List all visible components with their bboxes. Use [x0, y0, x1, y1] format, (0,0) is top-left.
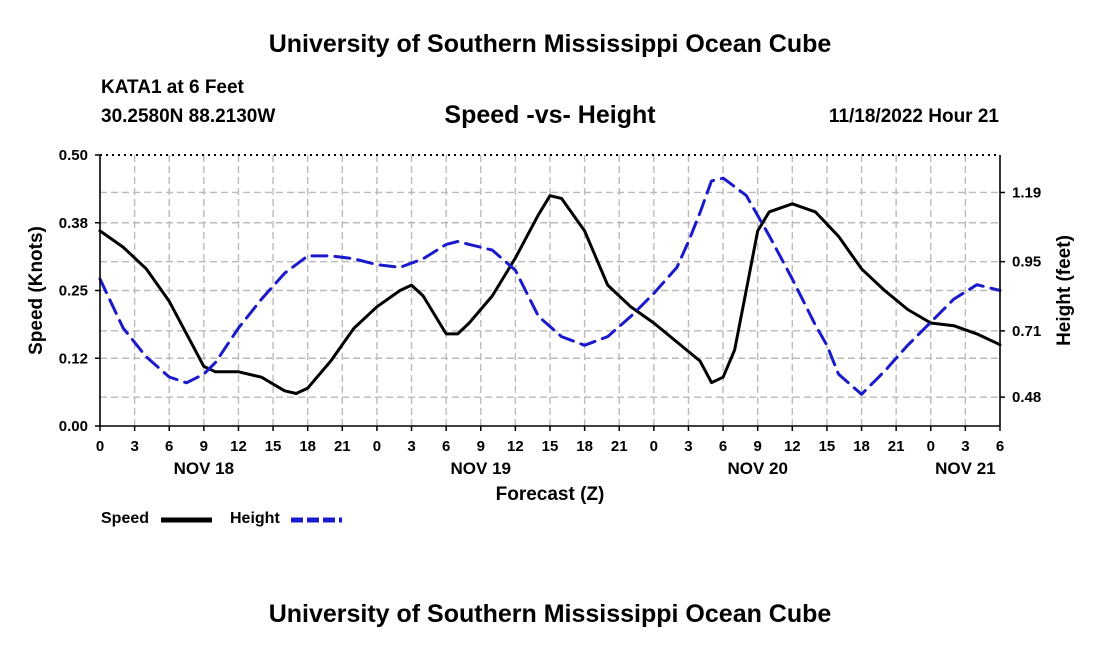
x-date-label: NOV 18: [174, 459, 234, 478]
y-right-tick-label: 0.71: [1012, 323, 1041, 340]
footer-title: University of Southern Mississippi Ocean…: [268, 600, 832, 628]
y-left-tick-label: 0.50: [59, 147, 88, 164]
x-tick-label: 9: [200, 438, 208, 455]
y-left-tick-label: 0.25: [59, 283, 88, 300]
station-label: KATA1 at 6 Feet: [101, 77, 244, 98]
legend-speed-label: Speed: [101, 510, 150, 527]
x-tick-label: 15: [265, 438, 282, 455]
x-tick-label: 18: [299, 438, 316, 455]
y-right-tick-label: 0.48: [1012, 389, 1041, 406]
x-tick-label: 3: [684, 438, 692, 455]
x-date-label: NOV 21: [935, 459, 995, 478]
chart-title: Speed -vs- Height: [444, 101, 656, 129]
x-tick-label: 3: [407, 438, 415, 455]
x-tick-label: 18: [576, 438, 593, 455]
x-tick-label: 21: [334, 438, 351, 455]
coordinates-label: 30.2580N 88.2130W: [101, 106, 276, 127]
y-left-tick-label: 0.00: [59, 418, 88, 435]
x-tick-label: 6: [165, 438, 173, 455]
series-line-height: [98, 176, 1002, 396]
y-right-axis-title: Height (feet): [1054, 235, 1075, 346]
y-left-tick-label: 0.12: [59, 350, 88, 367]
x-tick-label: 18: [853, 438, 870, 455]
series-line-speed: [98, 194, 1002, 395]
grid: [100, 155, 1000, 426]
x-tick-label: 6: [719, 438, 727, 455]
x-tick-label: 9: [477, 438, 485, 455]
x-tick-label: 12: [784, 438, 801, 455]
x-date-label: NOV 20: [727, 459, 787, 478]
x-tick-label: 21: [888, 438, 905, 455]
x-tick-label: 21: [611, 438, 628, 455]
x-tick-label: 0: [96, 438, 104, 455]
x-tick-label: 15: [819, 438, 836, 455]
x-tick-label: 12: [507, 438, 524, 455]
y-left-axis-title: Speed (Knots): [26, 226, 47, 355]
y-right-tick-label: 0.95: [1012, 254, 1041, 271]
x-date-label: NOV 19: [451, 459, 511, 478]
series-layer: [98, 176, 1002, 396]
page-title: University of Southern Mississippi Ocean…: [268, 30, 832, 58]
x-tick-label: 0: [927, 438, 935, 455]
x-tick-label: 3: [130, 438, 138, 455]
x-tick-label: 3: [961, 438, 969, 455]
x-tick-label: 9: [754, 438, 762, 455]
y-left-tick-label: 0.38: [59, 215, 88, 232]
legend-height-label: Height: [230, 510, 280, 527]
forecast-datetime: 11/18/2022 Hour 21: [828, 106, 999, 127]
x-tick-label: 0: [373, 438, 381, 455]
x-tick-label: 0: [650, 438, 658, 455]
x-tick-label: 12: [230, 438, 247, 455]
x-axis-title: Forecast (Z): [496, 484, 605, 505]
y-right-tick-label: 1.19: [1012, 184, 1041, 201]
x-tick-label: 6: [442, 438, 450, 455]
axes: 0 3 6 9 12 15 18 21 0 3 6 9 12 15 18 21 0 3 6 9 12 15 18 21 0 3 6N…: [26, 147, 1075, 505]
x-tick-label: 15: [542, 438, 559, 455]
x-tick-label: 6: [996, 438, 1004, 455]
